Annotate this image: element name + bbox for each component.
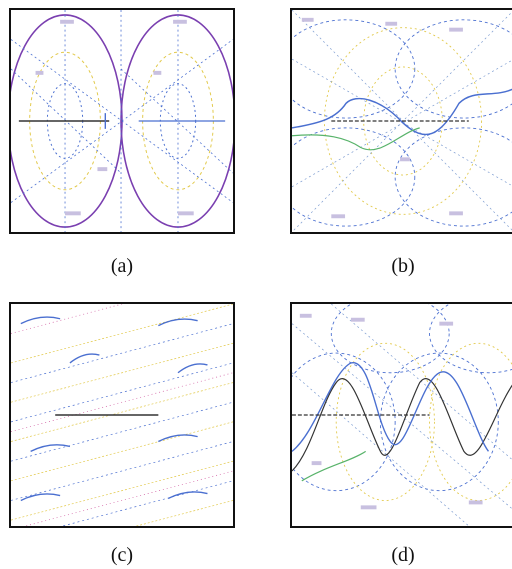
caption-c: (c) [110, 544, 134, 566]
panel-c-plot [11, 304, 233, 526]
panel-c [9, 302, 235, 528]
panel-d [290, 302, 512, 528]
panel-a-plot [11, 10, 233, 232]
caption-d: (d) [391, 544, 415, 566]
caption-b: (b) [391, 255, 415, 277]
panel-b-plot [292, 10, 512, 232]
panel-a [9, 8, 235, 234]
caption-a: (a) [110, 255, 134, 277]
trajectory-curve [292, 362, 490, 452]
panel-b [290, 8, 512, 234]
panel-d-plot [292, 304, 512, 526]
trajectory-curve [292, 88, 512, 136]
